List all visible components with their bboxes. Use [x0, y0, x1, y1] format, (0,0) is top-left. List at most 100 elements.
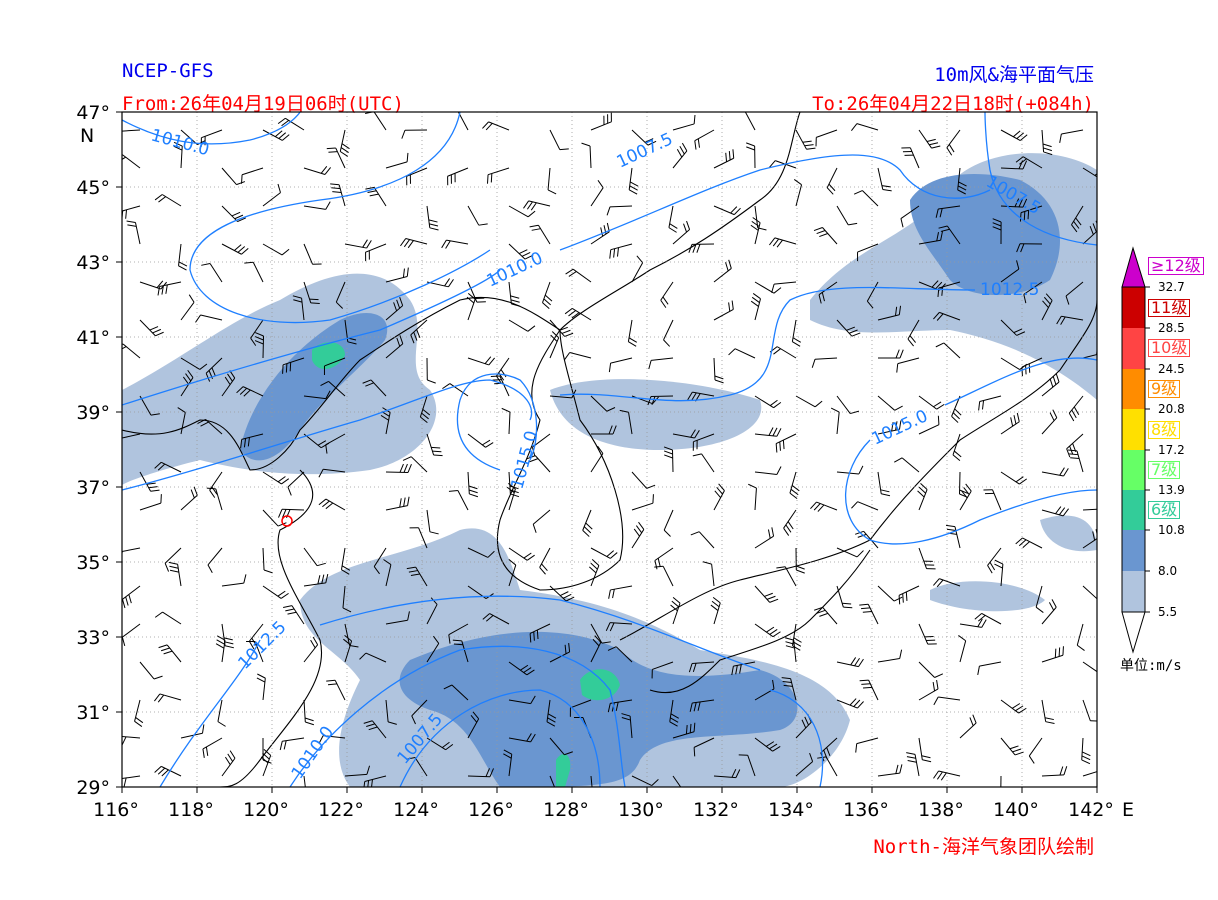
wind-barb [277, 117, 305, 131]
wind-barb [983, 489, 1002, 511]
y-tick-label: 35° [76, 552, 110, 574]
wind-barb [1081, 737, 1091, 765]
wind-barb [523, 200, 551, 211]
wind-barb [546, 699, 557, 727]
wind-barb [1066, 433, 1084, 458]
wind-barb [663, 319, 674, 347]
wind-barb [467, 711, 480, 739]
wind-barb [605, 622, 633, 632]
isobar-label: 1010.0 [484, 248, 546, 291]
wind-barb [385, 335, 404, 359]
colorbar-tick-label: 5.5 [1158, 605, 1177, 619]
y-tick-label: 33° [76, 627, 110, 649]
isobar-label: 1015.0 [508, 429, 543, 492]
colorbar-tick-label: 28.5 [1158, 321, 1185, 335]
wind-barb [663, 509, 674, 537]
wind-barb [325, 433, 346, 454]
wind-barb [303, 573, 329, 587]
wind-barb [139, 471, 160, 492]
wind-barb [952, 433, 962, 462]
wind-barb [1065, 281, 1084, 305]
wind-barb [359, 652, 387, 663]
wind-barb [547, 167, 557, 195]
wind-barb [935, 205, 961, 218]
colorbar-segment [1122, 287, 1145, 328]
wind-barb [609, 243, 633, 259]
wind-barb [945, 524, 961, 549]
wind-barb [467, 433, 494, 448]
wind-barb [857, 243, 879, 262]
wind-barb [486, 167, 510, 184]
x-tick-label: 126° [468, 799, 514, 821]
wind-barb [694, 129, 715, 150]
colorbar-tick-label: 24.5 [1158, 362, 1185, 376]
wind-barb [180, 486, 198, 511]
wind-barb [830, 407, 840, 435]
wind-barb [855, 737, 879, 753]
wind-barb [158, 644, 182, 663]
wind-barb [385, 699, 397, 725]
wind-barb [303, 636, 319, 663]
wind-barbs [122, 112, 1097, 787]
wind-barb [539, 547, 551, 575]
wind-barb [631, 471, 656, 489]
wind-barb [1056, 315, 1084, 325]
wind-barb [810, 501, 838, 512]
wind-barb [122, 205, 141, 220]
wind-barb [877, 305, 902, 321]
wind-barb [262, 585, 289, 599]
wind-barb [710, 597, 721, 625]
wind-barb [1000, 737, 1024, 756]
wind-barb [340, 547, 351, 575]
wind-barb [254, 332, 265, 359]
wind-barb [292, 295, 305, 321]
wind-barb [906, 752, 920, 777]
wind-barb [426, 597, 438, 625]
wind-barb [482, 613, 510, 625]
wind-barb [122, 343, 141, 359]
wind-barb [303, 547, 326, 567]
gridlines [122, 112, 1097, 787]
wind-barb [608, 585, 633, 599]
isobar-label: 1007.5 [614, 129, 676, 172]
wind-barb [1041, 646, 1064, 663]
wind-barb [385, 296, 404, 321]
wind-barb [672, 220, 691, 245]
wind-barb [608, 357, 633, 373]
wind-barb [654, 547, 674, 570]
wind-barb [221, 167, 246, 186]
wind-barb [202, 737, 223, 758]
wind-barb [565, 268, 592, 283]
wind-barb [303, 390, 331, 400]
wind-barb [178, 243, 188, 271]
wind-barb [154, 611, 182, 625]
wind-barb [1000, 357, 1028, 371]
wind-barb [648, 357, 674, 370]
wind-barb [621, 713, 633, 739]
wind-barb [1000, 412, 1020, 435]
wind-barb [590, 623, 611, 644]
wind-barb [978, 395, 1002, 411]
wind-barb [663, 446, 674, 473]
wind-barb [380, 407, 391, 435]
wind-barb [817, 756, 838, 777]
wind-barb [1023, 281, 1043, 304]
wind-barb [1019, 205, 1043, 222]
wind-barb [197, 418, 223, 435]
wind-barb [606, 205, 633, 216]
wind-barb [590, 445, 604, 473]
wind-barb [781, 677, 797, 701]
wind-barb [503, 749, 513, 777]
wind-barb [506, 482, 516, 511]
wind-barb [1015, 156, 1043, 169]
wind-barb [122, 735, 141, 746]
wind-barb [250, 319, 264, 346]
wind-barb [335, 281, 346, 309]
wind-barb [283, 605, 305, 625]
wind-barb [672, 429, 700, 439]
wind-barb [1071, 205, 1084, 233]
wind-barb [1021, 357, 1043, 377]
wind-barb [651, 661, 674, 679]
